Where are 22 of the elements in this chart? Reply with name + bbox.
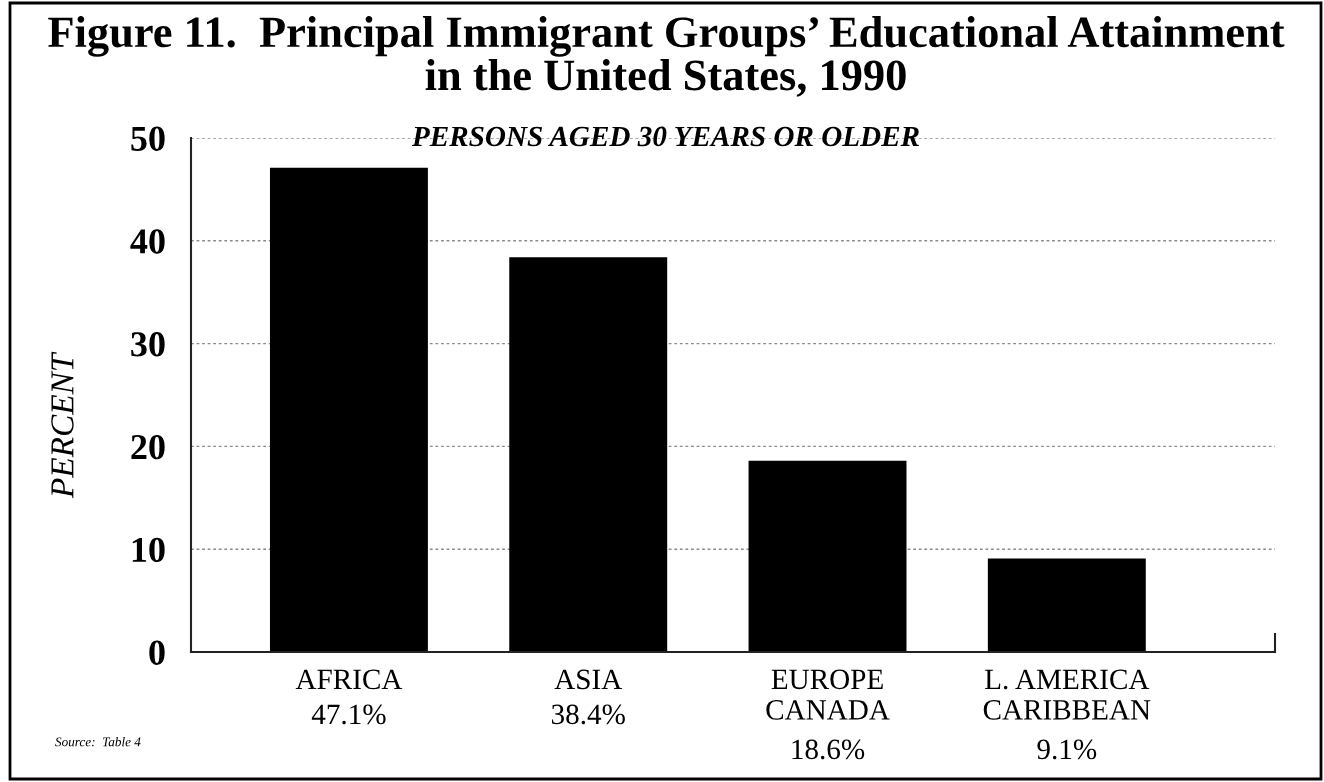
bar: [269, 167, 428, 652]
y-tick-label: 10: [132, 537, 165, 563]
bar: [987, 558, 1146, 652]
x-tick-label: AFRICA: [295, 669, 403, 690]
y-tick-label: 0: [149, 640, 165, 665]
data-label: 38.4%: [551, 704, 625, 725]
x-tick-label: EUROPE CANADA: [766, 669, 890, 720]
data-label: 47.1%: [311, 704, 386, 725]
x-tick-label: ASIA: [554, 669, 623, 690]
y-tick-label: 30: [131, 332, 165, 357]
bar: [509, 257, 668, 652]
chart-title: Figure 11. Principal Immigrant Groups’ Educational Attainment in the United States, 1990: [48, 16, 1285, 97]
y-tick-label: 40: [130, 229, 165, 254]
y-axis-title: PERCENT: [51, 351, 74, 499]
y-tick-label: 50: [131, 126, 165, 151]
source-note: Source: Table 4: [55, 737, 141, 747]
data-label: 18.6%: [792, 739, 865, 760]
x-tick-label: L. AMERICA CARIBBEAN: [983, 669, 1151, 720]
y-tick-label: 20: [131, 434, 165, 460]
data-label: 9.1%: [1037, 739, 1097, 760]
chart-subtitle: PERSONS AGED 30 YEARS OR OLDER: [411, 126, 919, 147]
bar: [748, 460, 907, 652]
